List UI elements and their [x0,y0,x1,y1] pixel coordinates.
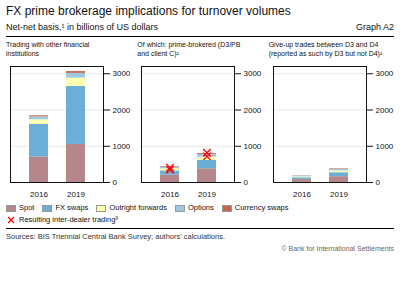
svg-text:2016: 2016 [161,190,179,199]
svg-text:2016: 2016 [293,190,311,199]
svg-text:3000: 3000 [113,69,131,78]
svg-text:2000: 2000 [113,106,131,115]
html-text:Outright forwards: Outright forwards [109,203,167,212]
svg-text:2019: 2019 [198,190,216,199]
svg-text:2019: 2019 [67,190,85,199]
html-text:Options: Options [187,203,214,212]
svg-text:1000: 1000 [244,142,262,151]
svg-text:0: 0 [113,178,118,187]
svg-text:1000: 1000 [113,142,131,151]
html-text:Sources: BIS Triennial Central: Sources: BIS Triennial Central Bank Surv… [6,232,225,241]
html-text:Graph A2: Graph A2 [356,22,394,32]
svg-text:3000: 3000 [244,69,262,78]
html-text:Resulting inter-dealer trading: Resulting inter-dealer trading³ [19,215,118,224]
svg-text:0: 0 [375,178,380,187]
svg-text:2000: 2000 [244,106,262,115]
html-text:FX swaps: FX swaps [55,203,89,212]
html-text:Spot: Spot [19,203,35,212]
svg-text:3000: 3000 [375,69,393,78]
html-text:Currency swaps: Currency swaps [234,203,289,212]
html-text:© Bank for International Settl: © Bank for International Settlements [281,245,394,252]
svg-text:2019: 2019 [330,190,348,199]
html-text:Give-up trades between D3 and: Give-up trades between D3 and D4 (report… [268,41,383,57]
html-text:FX prime brokerage implication: FX prime brokerage implications for turn… [6,4,291,18]
html-text:Trading with other financial i: Trading with other financial institution… [6,41,90,57]
svg-text:0: 0 [244,178,249,187]
svg-text:2016: 2016 [30,190,48,199]
html-text:Net-net basis,¹ in billions of: Net-net basis,¹ in billions of US dollar… [6,22,159,32]
svg-text:1000: 1000 [375,142,393,151]
html-text:Of which: prime-brokered (D3/P: Of which: prime-brokered (D3/PB and clie… [137,41,241,57]
svg-text:2000: 2000 [375,106,393,115]
